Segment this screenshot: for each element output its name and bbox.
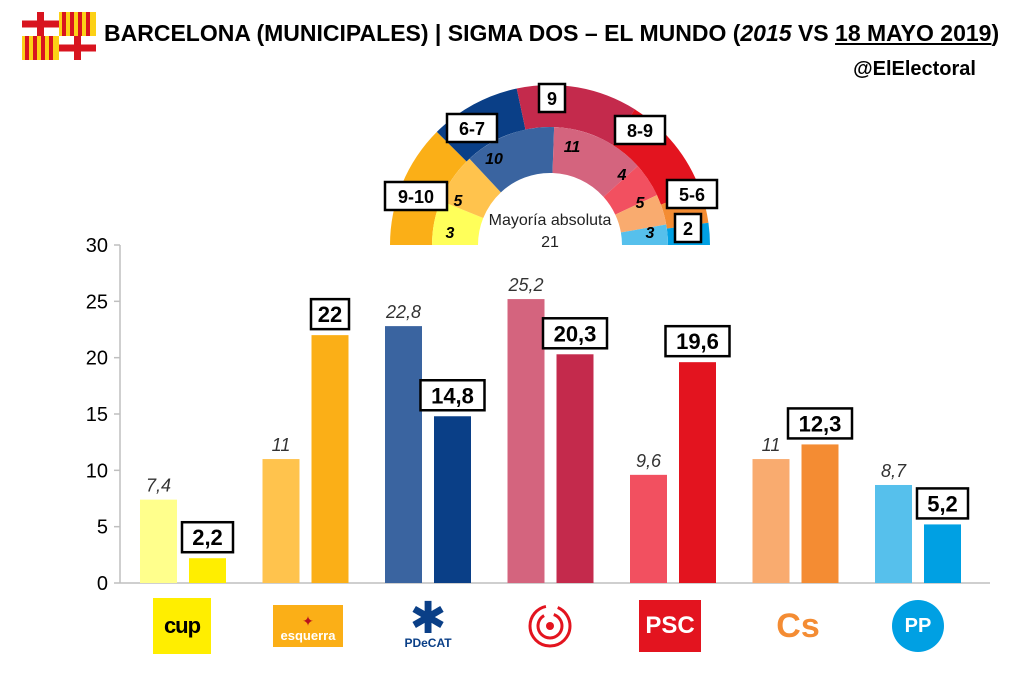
bar-label-2019: 14,8	[431, 383, 474, 408]
esquerra-logo-icon: ✦ esquerra	[273, 605, 343, 647]
bar-label-box	[786, 407, 854, 440]
majority-label: Mayoría absoluta	[489, 212, 612, 229]
bar-label-2019: 19,6	[676, 329, 719, 354]
logo-comuns	[522, 598, 578, 654]
hemi-inner-label: 10	[485, 151, 503, 168]
logo-psc: PSC	[638, 598, 702, 654]
bar-comuns-2019	[556, 354, 594, 583]
bar-label-2019: 20,3	[554, 321, 597, 346]
bar-label-2015: 11	[762, 435, 781, 455]
bar-label-box	[541, 317, 609, 350]
esquerra-star-icon: ✦	[302, 613, 314, 629]
hemi-outer-label: 6-7	[459, 119, 485, 139]
bar-label-box	[180, 520, 235, 554]
y-tick-label: 25	[86, 291, 108, 313]
y-tick-label: 30	[86, 235, 108, 257]
bar-erc-2015	[262, 459, 300, 583]
pdecat-asterisk-icon: ✱	[409, 594, 447, 643]
bar-pp-2019	[924, 524, 961, 583]
cup-logo-icon: cup	[153, 598, 211, 654]
bar-label-box	[664, 324, 731, 358]
majority-value: 21	[541, 234, 559, 251]
hemi-inner-label: 3	[646, 225, 655, 242]
bar-label-2019: 2,2	[192, 525, 223, 550]
bar-label-2019: 12,3	[799, 411, 842, 436]
hemi-outer-label-box	[665, 178, 719, 210]
logo-pp: PP	[888, 598, 948, 654]
hemi-inner-cs	[615, 195, 667, 233]
bar-psc-2019	[679, 362, 716, 583]
bar-label-2015: 25,2	[507, 275, 543, 295]
author-handle: @ElElectoral	[853, 58, 976, 80]
bar-cs-2015	[752, 459, 790, 583]
hemi-outer-label: 5-6	[679, 185, 705, 205]
hemi-outer-label: 9-10	[398, 187, 434, 207]
y-tick-label: 15	[86, 404, 108, 426]
bar-erc-2019	[311, 335, 349, 583]
barcelona-flag-icon	[22, 12, 96, 60]
pdecat-logo-text: PDeCAT	[404, 636, 452, 650]
bar-pdecat-2015	[385, 326, 422, 583]
cup-logo-text: cup	[163, 613, 201, 638]
y-tick-label: 5	[97, 517, 108, 539]
comuns-spiral-icon	[528, 604, 572, 648]
hemi-inner-label: 5	[454, 193, 464, 210]
hemi-inner-label: 5	[636, 195, 646, 212]
logo-esquerra: ✦ esquerra	[272, 598, 344, 654]
bar-label-2015: 7,4	[146, 476, 171, 496]
bar-pp-2015	[875, 484, 912, 583]
bar-label-2015: 22,8	[385, 302, 421, 322]
hemi-outer-label-box	[537, 82, 567, 114]
bar-cup-2019	[189, 558, 226, 583]
hemi-inner-cup	[432, 200, 484, 245]
bar-label-2015: 8,7	[881, 461, 907, 481]
y-tick-label: 10	[86, 460, 108, 482]
bar-psc-2015	[630, 474, 667, 583]
bar-label-2019: 22	[318, 302, 342, 327]
y-axis: 0 5 10 15 20 25 30	[86, 235, 990, 595]
bar-label-2015: 11	[272, 435, 291, 455]
bar-label-box	[915, 487, 970, 520]
bar-cs-2019	[801, 444, 839, 583]
logo-cup: cup	[152, 598, 212, 654]
bar-cup-2015	[140, 499, 177, 583]
bar-label-2015: 9,6	[636, 451, 662, 471]
hemi-outer-label: 2	[683, 219, 693, 239]
title-bar: BARCELONA (MUNICIPALES) | SIGMA DOS – EL…	[0, 0, 1024, 90]
logo-cs: Cs	[770, 598, 826, 654]
bar-pdecat-2019	[434, 416, 471, 583]
hemi-outer-label-box	[445, 112, 499, 144]
psc-logo-icon: PSC	[639, 600, 701, 652]
pp-logo-text: PP	[904, 614, 932, 637]
hemi-inner-label: 3	[446, 225, 455, 242]
bar-label-box	[419, 379, 486, 412]
bars	[140, 299, 961, 583]
pp-logo-icon: PP	[892, 600, 944, 652]
esquerra-logo-text: esquerra	[280, 628, 336, 643]
bar-label-box	[309, 297, 351, 331]
bar-comuns-2015	[507, 299, 545, 583]
hemi-inner-pdecat	[469, 127, 555, 193]
hemi-outer-label: 9	[547, 89, 557, 109]
hemi-outer-label-box	[673, 212, 703, 244]
hemi-inner-label: 4	[617, 167, 627, 184]
hemi-inner-pp	[620, 224, 668, 245]
bar-value-labels: 7,4 2,2 11 22 22,8 14,8 25,2 20,3 9,6 19,6 11 12,3 8…	[146, 275, 970, 554]
hemi-inner-psc	[603, 166, 657, 215]
bar-label-2019: 5,2	[927, 491, 958, 516]
y-tick-label: 0	[97, 573, 108, 595]
hemi-inner-erc	[440, 158, 501, 219]
hemi-inner-comuns	[552, 127, 638, 197]
logo-pdecat: ✱ PDeCAT	[398, 594, 458, 654]
hemi-outer-label: 8-9	[627, 121, 653, 141]
cs-logo-text: Cs	[776, 606, 820, 645]
psc-logo-text: PSC	[645, 612, 695, 639]
hemi-inner-label: 11	[564, 139, 581, 156]
chart-title: BARCELONA (MUNICIPALES) | SIGMA DOS – EL…	[104, 20, 1000, 46]
hemi-outer-label-box	[613, 114, 667, 146]
y-tick-label: 20	[86, 348, 108, 370]
hemi-outer-label-box	[383, 180, 449, 212]
